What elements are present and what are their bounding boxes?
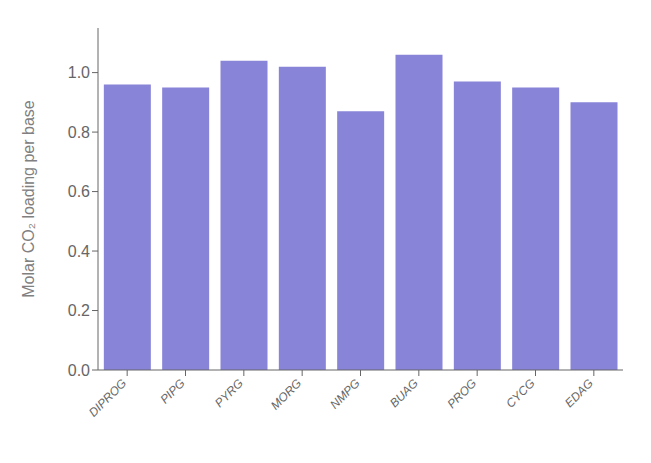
svg-text:0.2: 0.2	[68, 302, 90, 319]
svg-text:0.8: 0.8	[68, 124, 90, 141]
svg-text:BUAG: BUAG	[387, 376, 421, 410]
svg-text:MORG: MORG	[268, 376, 304, 412]
svg-text:Molar CO₂ loading per base: Molar CO₂ loading per base	[20, 100, 37, 298]
svg-text:PYRG: PYRG	[212, 376, 246, 410]
svg-text:0.4: 0.4	[68, 243, 90, 260]
svg-text:1.0: 1.0	[68, 64, 90, 81]
svg-text:0.6: 0.6	[68, 183, 90, 200]
svg-text:NMPG: NMPG	[327, 376, 362, 411]
svg-text:0.0: 0.0	[68, 362, 90, 379]
svg-text:CYCG: CYCG	[503, 376, 537, 410]
svg-text:DIPROG: DIPROG	[86, 376, 129, 419]
svg-text:EDAG: EDAG	[562, 376, 596, 410]
svg-text:PROG: PROG	[444, 376, 479, 411]
svg-text:PIPG: PIPG	[157, 376, 187, 406]
